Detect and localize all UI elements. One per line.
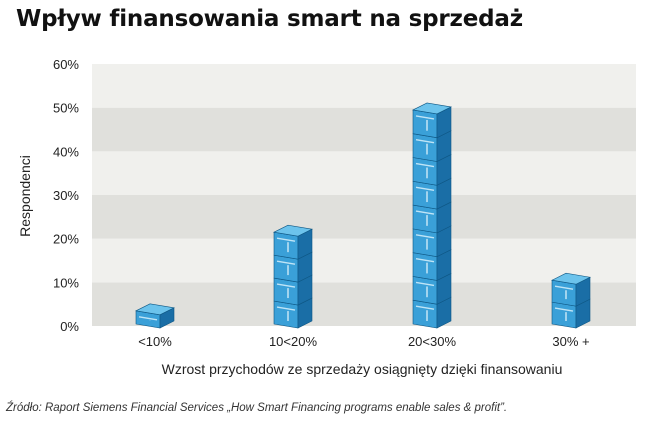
- y-tick-label: 10%: [53, 275, 79, 290]
- bar-box: [273, 228, 313, 260]
- box-front-face: [273, 300, 299, 329]
- bar: [273, 224, 313, 329]
- bar: [412, 102, 452, 329]
- box-front-face: [412, 157, 438, 186]
- y-tick-label: 40%: [53, 144, 79, 159]
- bar-box: [412, 154, 452, 186]
- x-axis-label: Wzrost przychodów ze sprzedaży osiągnięt…: [162, 361, 563, 377]
- box-front-face: [273, 231, 299, 260]
- box-front-face: [273, 254, 299, 283]
- box-label-mark: [415, 186, 435, 191]
- grid-band: [92, 238, 636, 283]
- box-front-face: [412, 252, 438, 281]
- grid-band: [92, 151, 636, 195]
- bar-box: [551, 298, 591, 329]
- box-front-face: [412, 109, 438, 139]
- bar-box: [551, 276, 591, 307]
- y-axis-label: Respondenci: [17, 155, 33, 237]
- box-front-face: [412, 299, 438, 329]
- box-front-face: [412, 204, 438, 234]
- grid-band: [92, 64, 636, 108]
- plot-bands: [92, 64, 636, 326]
- grid-band: [92, 107, 636, 152]
- bars: [135, 102, 591, 329]
- x-tick-label: 20<30%: [408, 334, 457, 349]
- box-top-face: [273, 224, 313, 237]
- bar-box: [412, 130, 452, 162]
- box-label-mark: [138, 316, 158, 321]
- bar-box: [273, 274, 313, 306]
- box-top-face: [412, 102, 452, 115]
- box-label-mark: [276, 260, 296, 265]
- box-label-mark: [415, 281, 435, 287]
- box-front-face: [273, 277, 299, 306]
- grid-band: [92, 282, 636, 326]
- y-axis-ticks: 0% 10% 20% 30% 40% 50% 60%: [53, 57, 79, 334]
- box-label-mark: [276, 283, 296, 288]
- grid-band: [92, 195, 636, 239]
- box-top-face: [135, 303, 175, 316]
- bar-box: [412, 249, 452, 281]
- box-label-mark: [415, 210, 435, 215]
- box-label-mark: [415, 305, 435, 310]
- box-front-face: [412, 228, 438, 257]
- box-front-face: [412, 133, 438, 162]
- y-tick-label: 20%: [53, 232, 79, 247]
- box-front-face: [412, 180, 438, 210]
- bar-box: [273, 297, 313, 329]
- bar-box: [412, 272, 452, 305]
- box-top-face: [551, 272, 591, 285]
- y-tick-label: 30%: [53, 188, 79, 203]
- box-label-mark: [276, 306, 296, 311]
- bar-box: [412, 106, 452, 139]
- box-label-mark: [554, 285, 574, 290]
- source-note: Źródło: Raport Siemens Financial Service…: [6, 402, 508, 414]
- bar-box: [412, 201, 452, 234]
- chart-title: Wpływ finansowania smart na sprzedaż: [16, 6, 523, 32]
- box-label-mark: [415, 234, 435, 239]
- box-front-face: [412, 276, 438, 305]
- box-label-mark: [415, 115, 435, 120]
- box-label-mark: [415, 162, 435, 168]
- bar-box: [412, 177, 452, 210]
- box-label-mark: [276, 237, 296, 242]
- box-label-mark: [415, 139, 435, 144]
- box-label-mark: [415, 257, 435, 263]
- x-tick-label: 10<20%: [269, 334, 318, 349]
- y-tick-label: 60%: [53, 57, 79, 72]
- x-tick-label: <10%: [138, 334, 172, 349]
- x-axis-ticks: <10% 10<20% 20<30% 30% +: [138, 334, 589, 349]
- x-tick-label: 30% +: [552, 334, 589, 349]
- bar: [551, 272, 591, 329]
- bar-box: [412, 296, 452, 329]
- bar: [135, 303, 175, 329]
- y-tick-label: 50%: [53, 101, 79, 116]
- box-label-mark: [554, 307, 574, 312]
- box-front-face: [551, 301, 577, 329]
- box-front-face: [551, 279, 577, 307]
- y-tick-label: 0%: [60, 319, 79, 334]
